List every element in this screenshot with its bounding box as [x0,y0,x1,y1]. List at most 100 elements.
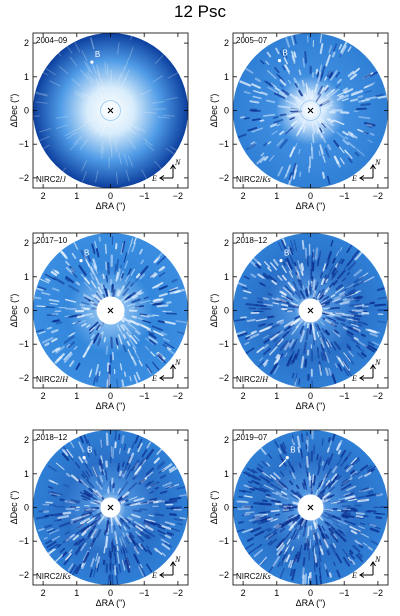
x-tick-label: 1 [74,391,79,401]
image-panel: B 2 2 1 1 0 0 −1 −1 −2 −2 ΔRA (") ΔDec (") 2004–09 NIR… [9,32,189,211]
x-tick-label: −1 [339,588,349,598]
east-arrowhead [159,175,165,181]
x-tick-label: 0 [108,588,113,598]
y-tick-label: 0 [224,106,229,116]
compass-rose [359,164,376,181]
x-tick-label: 0 [108,191,113,201]
x-tick-label: 1 [74,588,79,598]
x-tick-label: 1 [74,191,79,201]
x-tick-label: −1 [139,588,149,598]
speckle-field [233,238,388,388]
y-tick-label: −1 [19,339,29,349]
image-panel: B 2 2 1 1 0 0 −1 −1 −2 −2 ΔRA (") ΔDec (") 2019–07 NIR… [209,429,389,608]
x-tick-label: 2 [41,588,46,598]
y-tick-label: −1 [19,139,29,149]
x-axis-label: ΔRA (") [296,201,326,211]
x-tick-label: −1 [339,391,349,401]
compass-east-label: E [351,571,357,580]
compass-north-label: N [174,358,181,367]
y-tick-label: 2 [224,238,229,248]
y-axis-label: ΔDec (") [209,94,219,128]
y-tick-label: −2 [219,373,229,383]
x-tick-label: 2 [241,588,246,598]
x-tick-label: 0 [308,588,313,598]
y-tick-label: 0 [24,106,29,116]
x-axis-label: ΔRA (") [296,401,326,411]
y-tick-label: 0 [24,306,29,316]
x-tick-label: −1 [339,191,349,201]
x-tick-label: −2 [373,191,383,201]
companion-dot [279,259,283,263]
y-tick-label: 1 [224,272,229,282]
epoch-label: 2004–09 [36,36,68,45]
east-arrowhead [159,375,165,381]
y-tick-label: 1 [224,469,229,479]
companion-label: B [84,249,89,258]
x-axis-label: ΔRA (") [96,201,126,211]
y-tick-label: 0 [224,306,229,316]
compass-rose [159,164,176,181]
y-tick-label: 1 [24,272,29,282]
east-arrowhead [359,572,365,578]
instrument-label: NIRC2/Ks [236,572,271,581]
companion-label: B [284,249,289,258]
east-arrowhead [359,375,365,381]
companion-dot [90,60,94,64]
speckle-field [235,33,387,186]
y-tick-label: 2 [224,38,229,48]
star-position-marker [307,504,314,511]
compass-east-label: E [351,174,357,183]
x-tick-label: −1 [139,391,149,401]
companion-label: B [283,49,288,58]
star-position-marker [307,307,314,314]
companion-dot [277,59,282,63]
east-arrowhead [159,572,165,578]
y-tick-label: −1 [219,339,229,349]
x-tick-label: 1 [274,588,279,598]
x-tick-label: −2 [173,391,183,401]
y-axis-label: ΔDec (") [9,94,19,128]
star-position-marker [107,307,114,314]
y-axis-label: ΔDec (") [9,491,19,525]
y-tick-label: 2 [24,38,29,48]
north-arrowhead [370,164,376,170]
y-tick-label: −2 [19,173,29,183]
x-tick-label: 1 [274,191,279,201]
north-arrowhead [170,561,176,567]
instrument-label: NIRC2/H [236,375,269,384]
x-tick-label: 1 [274,391,279,401]
speckle-field [33,236,187,388]
x-tick-label: −2 [173,588,183,598]
x-tick-label: 0 [108,391,113,401]
companion-arrow [278,459,287,468]
star-position-marker [107,107,114,114]
instrument-label: NIRC2/Ks [236,175,271,184]
coronagraph-mask [300,100,321,121]
x-tick-label: 2 [41,391,46,401]
compass-rose [359,561,376,578]
compass-north-label: N [374,555,381,564]
compass-east-label: E [151,571,157,580]
epoch-label: 2017–10 [36,236,68,245]
compass-east-label: E [351,374,357,383]
speckle-field [233,430,388,585]
y-axis-label: ΔDec (") [9,294,19,328]
x-axis-label: ΔRA (") [96,598,126,608]
companion-dot [79,259,83,263]
epoch-label: 2019–07 [236,433,268,442]
image-panel: B 2 2 1 1 0 0 −1 −1 −2 −2 ΔRA (") ΔDec (") 2017–10 NIR… [9,232,189,411]
y-axis-label: ΔDec (") [209,294,219,328]
x-tick-label: 2 [241,191,246,201]
x-tick-label: 0 [308,191,313,201]
image-panel: B 2 2 1 1 0 0 −1 −1 −2 −2 ΔRA (") ΔDec (") 2018–12 NIR… [209,232,389,411]
figure-title: 12 Psc [174,2,226,21]
x-tick-label: −2 [173,191,183,201]
north-arrowhead [170,164,176,170]
x-tick-label: 2 [241,391,246,401]
y-tick-label: −1 [219,139,229,149]
star-position-marker [307,107,314,114]
y-tick-label: 2 [24,435,29,445]
x-axis-label: ΔRA (") [96,401,126,411]
x-tick-label: −1 [139,191,149,201]
